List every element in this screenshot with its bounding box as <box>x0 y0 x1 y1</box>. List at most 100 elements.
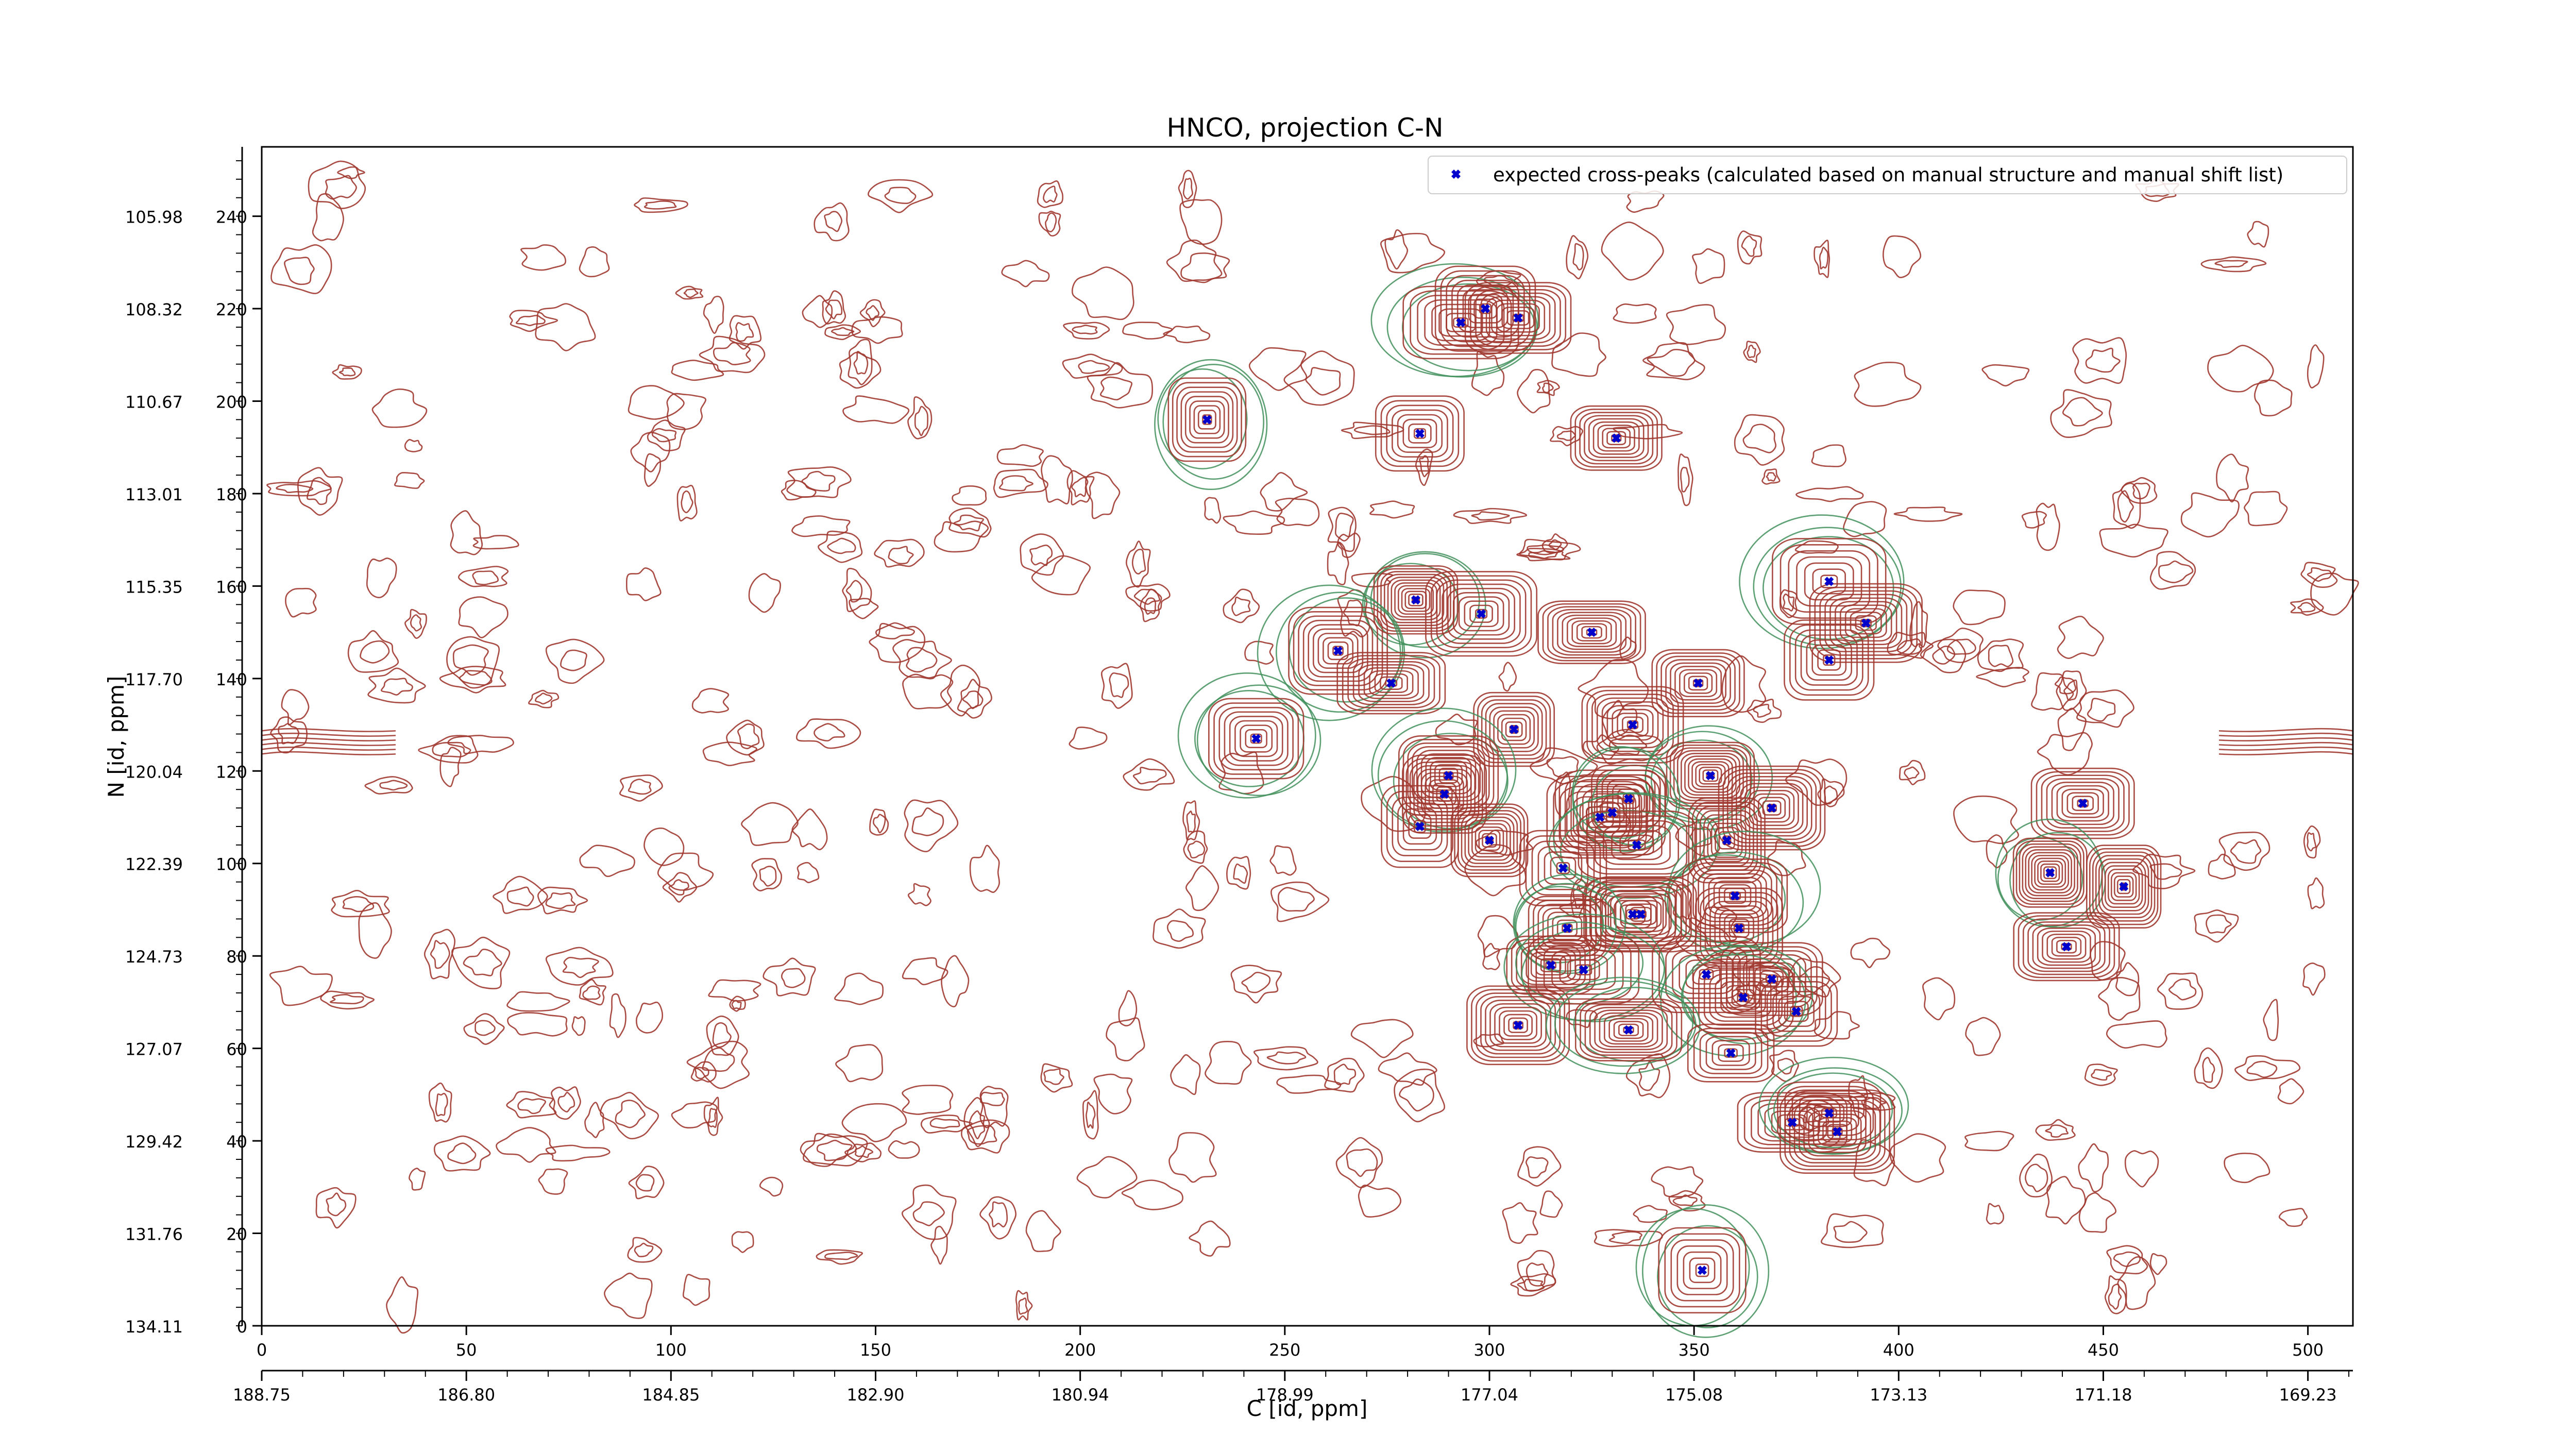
noise-contour <box>266 480 332 497</box>
peak-contour <box>1708 876 1762 915</box>
peak-contour <box>1835 601 1897 645</box>
peak-contour <box>1574 409 1658 468</box>
peak-contour <box>1202 414 1212 425</box>
y-ppm-tick-label: 110.67 <box>125 392 183 412</box>
ridge-contour <box>2218 728 2353 732</box>
noise-contour <box>873 814 886 834</box>
noise-contour <box>433 1135 491 1172</box>
peak-contour <box>1780 1089 1895 1174</box>
noise-contour <box>786 466 852 498</box>
noise-contour <box>450 510 483 555</box>
noise-contour <box>474 1020 496 1036</box>
peak-contour <box>1709 973 1777 1022</box>
noise-contour <box>1811 444 1846 467</box>
peak-contour <box>1731 775 1812 840</box>
noise-contour <box>517 1098 546 1115</box>
noise-contour <box>1045 212 1057 232</box>
y-tick-label: 20 <box>226 1225 247 1244</box>
peak-contour <box>1591 694 1674 756</box>
noise-contour <box>2208 853 2236 880</box>
peak-contour <box>1597 425 1635 452</box>
noise-contour <box>604 1272 653 1319</box>
peak-contour <box>1543 944 1624 995</box>
noise-contour <box>1071 266 1134 320</box>
cross-peak-point <box>1791 1006 1801 1016</box>
peak-contour <box>2061 942 2072 951</box>
noise-contour <box>1741 235 1757 257</box>
noise-contour <box>1566 235 1589 280</box>
x-tick-label: 450 <box>2088 1340 2119 1360</box>
peak-contour <box>2056 785 2109 822</box>
peak-contour <box>1293 611 1383 690</box>
negative-contour <box>1370 263 1539 377</box>
noise-contour <box>989 1201 1008 1228</box>
peak-contour <box>1425 571 1538 657</box>
peak-contour <box>1603 825 1671 865</box>
peak-contour <box>1436 579 1527 648</box>
noise-contour <box>459 670 493 686</box>
cross-peak-point <box>1251 734 1261 744</box>
noise-contour <box>342 896 375 913</box>
peak-contour <box>1193 405 1221 434</box>
noise-contour <box>781 968 806 988</box>
noise-contour <box>1144 597 1157 615</box>
noise-contour <box>1742 424 1777 453</box>
peak-contour <box>1626 720 1639 730</box>
noise-contour <box>2078 1143 2109 1193</box>
peak-contour <box>1450 803 1529 878</box>
noise-contour <box>940 664 980 717</box>
peak-contour <box>1540 958 1562 972</box>
peak-contour <box>1586 689 1679 760</box>
noise-contour <box>2168 978 2197 1001</box>
noise-contour <box>666 393 707 430</box>
peak-contour <box>1250 733 1262 744</box>
noise-contour <box>822 290 846 325</box>
negative-contour <box>1767 1067 1903 1154</box>
peak-contour <box>1806 639 1852 681</box>
peak-contour <box>2019 843 2081 902</box>
noise-contour <box>1909 601 1928 648</box>
peak-contour <box>1430 575 1532 653</box>
noise-contour <box>841 1103 907 1142</box>
noise-contour <box>1594 1229 1663 1247</box>
peak-contour <box>1458 596 1504 632</box>
noise-contour <box>2025 1163 2048 1192</box>
x-tick-label: 500 <box>2292 1340 2324 1360</box>
noise-contour <box>839 351 882 389</box>
peak-contour <box>1725 985 1761 1010</box>
noise-contour <box>1937 628 1984 663</box>
peak-contour <box>1475 826 1504 854</box>
peak-contour <box>1584 415 1649 462</box>
noise-contour <box>2124 1150 2159 1188</box>
peak-contour <box>1496 303 1540 333</box>
peak-contour <box>2116 879 2131 895</box>
peak-contour <box>2034 857 2066 888</box>
peak-contour <box>1715 977 1772 1018</box>
peak-contour <box>1229 716 1283 762</box>
peak-contour <box>1410 290 1512 355</box>
noise-contour <box>1020 533 1064 576</box>
peak-contour <box>1180 391 1234 448</box>
peak-contour <box>1796 556 1862 607</box>
peak-contour <box>1457 810 1521 871</box>
noise-contour <box>447 1142 477 1165</box>
x-tick-label: 0 <box>257 1340 267 1360</box>
peak-contour <box>1461 813 1518 868</box>
cross-peak-point <box>1333 646 1343 655</box>
peak-contour <box>1302 619 1374 682</box>
peak-contour <box>1589 1006 1668 1053</box>
peak-contour <box>1562 923 1573 933</box>
peak-contour <box>1172 382 1242 458</box>
peak-contour <box>1594 820 1679 870</box>
peak-contour <box>2015 840 2084 905</box>
noise-contour <box>1166 239 1223 282</box>
peak-contour <box>1413 428 1426 439</box>
peak-contour <box>1695 887 1783 969</box>
noise-contour <box>993 468 1048 498</box>
peak-contour <box>1421 772 1468 816</box>
noise-contour <box>2106 1245 2148 1275</box>
noise-contour <box>1608 1231 1642 1244</box>
peak-contour <box>1386 404 1454 463</box>
peak-contour <box>1454 806 1525 874</box>
noise-contour <box>1223 510 1285 535</box>
